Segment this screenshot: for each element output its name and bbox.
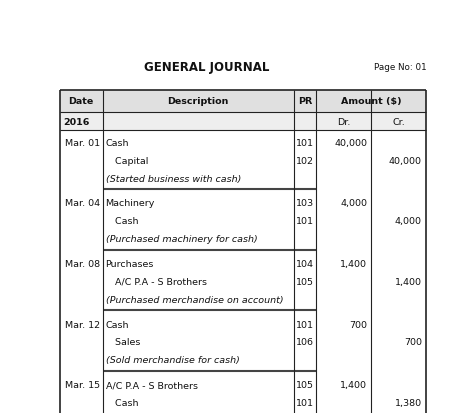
Text: 1,400: 1,400 — [395, 277, 422, 286]
Text: A/C P.A - S Brothers: A/C P.A - S Brothers — [106, 277, 207, 286]
Text: Capital: Capital — [106, 157, 148, 165]
Bar — [60, 252, 426, 312]
Text: Cr.: Cr. — [392, 117, 405, 126]
Text: Description: Description — [167, 97, 229, 106]
Text: 102: 102 — [296, 157, 314, 165]
Text: Sales: Sales — [106, 338, 140, 347]
Bar — [60, 191, 426, 252]
Text: 4,000: 4,000 — [340, 199, 367, 208]
Text: Machinery: Machinery — [106, 199, 155, 208]
Bar — [60, 131, 426, 191]
Text: (Started business with cash): (Started business with cash) — [106, 174, 241, 183]
Text: 40,000: 40,000 — [389, 157, 422, 165]
Text: Mar. 01: Mar. 01 — [64, 139, 100, 147]
Text: Cash: Cash — [106, 320, 129, 329]
Text: GENERAL JOURNAL: GENERAL JOURNAL — [144, 61, 269, 74]
Text: Dr.: Dr. — [337, 117, 351, 126]
Text: 1,380: 1,380 — [395, 398, 422, 407]
Text: Cash: Cash — [106, 217, 138, 226]
Text: Cash: Cash — [106, 139, 129, 147]
Text: Amount ($): Amount ($) — [341, 97, 401, 106]
Text: Mar. 08: Mar. 08 — [64, 259, 100, 268]
Text: 40,000: 40,000 — [334, 139, 367, 147]
Text: 105: 105 — [296, 380, 314, 389]
Text: (Sold merchandise for cash): (Sold merchandise for cash) — [106, 356, 239, 364]
Text: A/C P.A - S Brothers: A/C P.A - S Brothers — [106, 380, 198, 389]
Text: PR: PR — [298, 97, 312, 106]
Text: (Purchased merchandise on account): (Purchased merchandise on account) — [106, 295, 283, 304]
Bar — [60, 112, 426, 131]
Text: Purchases: Purchases — [106, 259, 154, 268]
Text: 2016: 2016 — [64, 117, 90, 126]
Text: 700: 700 — [404, 338, 422, 347]
Text: 1,400: 1,400 — [340, 380, 367, 389]
Text: 101: 101 — [296, 217, 314, 226]
Text: 105: 105 — [296, 277, 314, 286]
Bar — [60, 312, 426, 373]
Text: 101: 101 — [296, 398, 314, 407]
Text: 4,000: 4,000 — [395, 217, 422, 226]
Bar — [60, 91, 426, 112]
Text: Mar. 12: Mar. 12 — [64, 320, 100, 329]
Bar — [60, 373, 426, 413]
Text: 103: 103 — [296, 199, 314, 208]
Text: Date: Date — [68, 97, 94, 106]
Text: 101: 101 — [296, 320, 314, 329]
Text: 1,400: 1,400 — [340, 259, 367, 268]
Text: Mar. 15: Mar. 15 — [64, 380, 100, 389]
Text: 104: 104 — [296, 259, 314, 268]
Text: Mar. 04: Mar. 04 — [64, 199, 100, 208]
Text: Cash: Cash — [106, 398, 138, 407]
Text: 101: 101 — [296, 139, 314, 147]
Text: 700: 700 — [349, 320, 367, 329]
Text: Page No: 01: Page No: 01 — [374, 62, 426, 71]
Text: 106: 106 — [296, 338, 314, 347]
Text: (Purchased machinery for cash): (Purchased machinery for cash) — [106, 235, 257, 244]
